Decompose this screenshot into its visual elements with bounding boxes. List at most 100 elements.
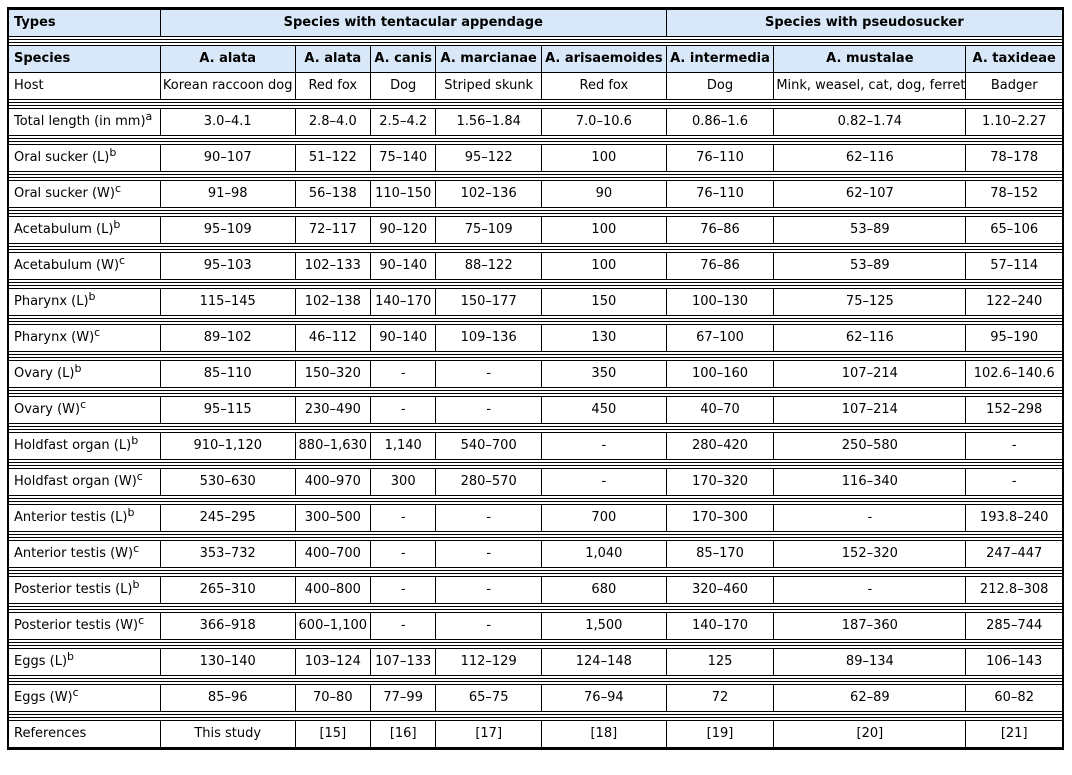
value-cell: [18] <box>540 720 666 748</box>
value-cell: - <box>773 576 966 604</box>
value-cell: - <box>370 504 436 532</box>
group-header-tentacular: Species with tentacular appendage <box>159 9 666 37</box>
row-label: Pharynx (W) <box>14 330 95 345</box>
value-cell: 245–295 <box>159 504 295 532</box>
footnote-marker: b <box>132 578 140 591</box>
footnote-marker: c <box>72 686 79 699</box>
value-cell: 62–116 <box>773 324 966 352</box>
double-rule <box>9 534 1062 538</box>
value-cell: 366–918 <box>159 612 295 640</box>
value-cell: - <box>435 576 541 604</box>
value-cell: 680 <box>540 576 666 604</box>
row-label: Holdfast organ (L) <box>14 438 132 453</box>
species-cell: A. arisaemoides <box>540 45 666 73</box>
value-cell: 300 <box>370 468 436 496</box>
value-cell: 112–129 <box>435 648 541 676</box>
value-cell: 51–122 <box>294 144 371 172</box>
value-cell: 65–75 <box>435 684 541 712</box>
value-cell: 53–89 <box>773 216 966 244</box>
value-cell: 91–98 <box>159 180 295 208</box>
footnote-marker: b <box>74 362 82 375</box>
row-separator <box>9 424 1062 432</box>
value-cell: 65–106 <box>965 216 1062 244</box>
double-rule <box>9 102 1062 106</box>
footnote-marker: b <box>127 506 135 519</box>
value-cell: 2.5–4.2 <box>370 108 436 136</box>
value-cell: 76–110 <box>665 180 774 208</box>
row-separator <box>9 208 1062 216</box>
value-cell: 90–120 <box>370 216 436 244</box>
double-rule <box>9 39 1062 43</box>
value-cell: [20] <box>773 720 966 748</box>
table-row: References This study [15] [16] [17] [18] [19]… <box>9 720 1062 748</box>
value-cell: 75–125 <box>773 288 966 316</box>
table-row: Anterior testis (W)c 353–732 400–700- -1,04… <box>9 540 1062 568</box>
value-cell: 85–110 <box>159 360 295 388</box>
value-cell: 1,140 <box>370 432 436 460</box>
value-cell: 130 <box>540 324 666 352</box>
table-row: Pharynx (L)b 115–145 102–138 140–170 150–177… <box>9 288 1062 316</box>
row-label: Acetabulum (W) <box>14 258 120 273</box>
value-cell: 150–320 <box>294 360 371 388</box>
value-cell: - <box>540 432 666 460</box>
value-cell: - <box>435 504 541 532</box>
double-rule <box>9 426 1062 430</box>
value-cell: 76–110 <box>665 144 774 172</box>
row-separator <box>9 136 1062 144</box>
double-rule <box>9 318 1062 322</box>
double-rule <box>9 354 1062 358</box>
value-cell: 102–133 <box>294 252 371 280</box>
value-cell: 247–447 <box>965 540 1062 568</box>
table-row: Total length (in mm)a 3.0–4.1 2.8–4.0 2.5–4… <box>9 108 1062 136</box>
double-rule <box>9 462 1062 466</box>
value-cell: 193.8–240 <box>965 504 1062 532</box>
footnote-marker: c <box>119 254 126 267</box>
table-row: Ovary (L)b 85–110 150–320- -350 100–160 107–2… <box>9 360 1062 388</box>
row-separator <box>9 532 1062 540</box>
footnote-marker: c <box>136 470 143 483</box>
row-label-cell: Anterior testis (W)c <box>9 540 160 568</box>
table-row: Oral sucker (L)b 90–107 51–122 75–140 95–122… <box>9 144 1062 172</box>
footnote-marker: b <box>113 218 121 231</box>
footnote-marker: b <box>88 290 96 303</box>
value-cell: This study <box>159 720 295 748</box>
value-cell: 62–116 <box>773 144 966 172</box>
value-cell: [15] <box>294 720 371 748</box>
value-cell: 0.86–1.6 <box>665 108 774 136</box>
row-label-cell: Total length (in mm)a <box>9 108 160 136</box>
table-row: Holdfast organ (W)c 530–630 400–970 300 280–… <box>9 468 1062 496</box>
value-cell: 450 <box>540 396 666 424</box>
double-rule <box>9 570 1062 574</box>
double-rule <box>9 246 1062 250</box>
row-separator <box>9 460 1062 468</box>
host-cell: Red fox <box>540 73 666 100</box>
types-header-row: Types Species with tentacular appendage … <box>9 9 1062 37</box>
value-cell: 285–744 <box>965 612 1062 640</box>
value-cell: 95–115 <box>159 396 295 424</box>
row-separator <box>9 496 1062 504</box>
value-cell: 7.0–10.6 <box>540 108 666 136</box>
species-label-cell: Species <box>9 45 160 73</box>
footnote-marker: b <box>67 650 74 663</box>
value-cell: 56–138 <box>294 180 371 208</box>
row-separator <box>9 172 1062 180</box>
value-cell: 530–630 <box>159 468 295 496</box>
value-cell: 140–170 <box>370 288 436 316</box>
row-separator <box>9 316 1062 324</box>
row-label: Posterior testis (W) <box>14 618 139 633</box>
value-cell: 280–420 <box>665 432 774 460</box>
table-row: Eggs (L)b 130–140 103–124 107–133 112–129 124… <box>9 648 1062 676</box>
value-cell: 106–143 <box>965 648 1062 676</box>
footnote-marker: c <box>133 542 140 555</box>
row-label: Oral sucker (L) <box>14 150 110 165</box>
row-separator <box>9 604 1062 612</box>
species-cell: A. intermedia <box>665 45 774 73</box>
species-header-row: Species A. alata A. alata A. canis A. ma… <box>9 45 1062 73</box>
value-cell: 89–134 <box>773 648 966 676</box>
value-cell: 95–109 <box>159 216 295 244</box>
row-separator <box>9 640 1062 648</box>
value-cell: 353–732 <box>159 540 295 568</box>
value-cell: 1.10–2.27 <box>965 108 1062 136</box>
value-cell: - <box>435 360 541 388</box>
value-cell: [19] <box>665 720 774 748</box>
